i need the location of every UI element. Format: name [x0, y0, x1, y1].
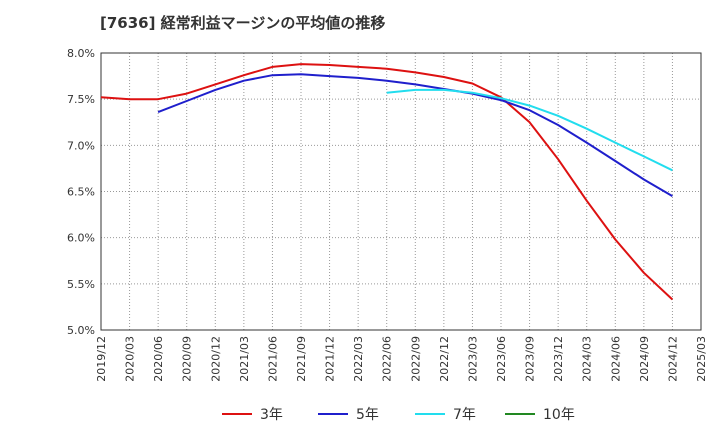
y-tick-label: 6.5% — [67, 186, 95, 199]
legend-item: 3年 — [222, 402, 283, 426]
legend-swatch — [415, 413, 445, 415]
series-line — [100, 63, 674, 301]
series-line — [386, 88, 673, 172]
x-tick-label: 2022/06 — [381, 336, 394, 382]
x-tick-label: 2023/12 — [552, 336, 565, 382]
x-tick-label: 2021/06 — [266, 336, 279, 382]
plot-border — [100, 52, 702, 331]
y-tick-label: 6.0% — [67, 232, 95, 245]
x-tick-label: 2023/09 — [524, 336, 537, 382]
legend-swatch — [318, 413, 348, 415]
y-tick-label: 5.0% — [67, 324, 95, 337]
legend-swatch — [505, 413, 535, 415]
x-tick-label: 2024/03 — [581, 336, 594, 382]
x-tick-label: 2020/06 — [152, 336, 165, 382]
x-tick-label: 2025/03 — [695, 336, 708, 382]
x-tick-label: 2021/12 — [324, 336, 337, 382]
legend-item: 5年 — [318, 402, 379, 426]
chart-title: [7636] 経常利益マージンの平均値の推移 — [100, 14, 386, 32]
x-tick-label: 2022/03 — [352, 336, 365, 382]
legend-swatch — [222, 413, 252, 415]
x-tick-label: 2024/06 — [609, 336, 622, 382]
x-tick-label: 2023/06 — [495, 336, 508, 382]
x-tick-label: 2020/03 — [124, 336, 137, 382]
y-tick-label: 7.5% — [67, 93, 95, 106]
x-tick-label: 2020/12 — [209, 336, 222, 382]
legend-item: 10年 — [505, 402, 575, 426]
y-tick-label: 7.0% — [67, 139, 95, 152]
legend-label: 7年 — [453, 407, 476, 423]
x-tick-label: 2021/03 — [238, 336, 251, 382]
legend-item: 7年 — [415, 402, 476, 426]
x-tick-label: 2023/03 — [466, 336, 479, 382]
x-tick-label: 2019/12 — [95, 336, 108, 382]
x-tick-label: 2024/09 — [638, 336, 651, 382]
series-line — [157, 73, 673, 197]
y-tick-label: 5.5% — [67, 278, 95, 291]
chart-plot: 5.0% 5.5% 6.0% 6.5% 7.0% 7.5% 8.0% 2019/12 2020/… — [67, 47, 708, 382]
y-tick-label: 8.0% — [67, 47, 95, 60]
legend-label: 10年 — [543, 407, 575, 423]
x-tick-label: 2020/09 — [181, 336, 194, 382]
x-tick-label: 2024/12 — [666, 336, 679, 382]
legend-label: 3年 — [260, 407, 283, 423]
chart-legend: 3年 5年 7年 10年 — [0, 402, 720, 426]
legend-label: 5年 — [356, 407, 379, 423]
x-tick-label: 2021/09 — [295, 336, 308, 382]
x-tick-label: 2022/12 — [438, 336, 451, 382]
x-tick-label: 2022/09 — [409, 336, 422, 382]
